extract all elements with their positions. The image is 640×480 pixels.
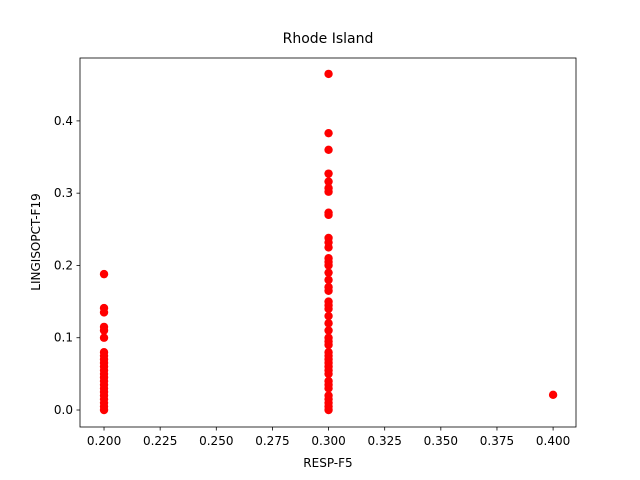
point xyxy=(99,326,109,335)
point xyxy=(324,275,333,285)
y-tick-label: 0.1 xyxy=(54,331,73,345)
point xyxy=(324,261,333,270)
x-tick-label: 0.400 xyxy=(536,434,570,448)
x-tick-label: 0.325 xyxy=(368,434,402,448)
point xyxy=(324,369,333,379)
point xyxy=(324,304,333,314)
y-axis-label: LINGISOPCT-F19 xyxy=(29,193,43,290)
point xyxy=(324,169,333,178)
point xyxy=(548,390,558,400)
y-tick-label: 0.4 xyxy=(54,114,73,128)
point xyxy=(324,311,333,321)
x-tick-label: 0.350 xyxy=(424,434,458,448)
point xyxy=(324,405,333,415)
point xyxy=(99,269,109,279)
point xyxy=(324,268,333,277)
y-tick-label: 0.2 xyxy=(54,258,73,272)
point xyxy=(324,286,333,295)
point xyxy=(324,340,333,350)
x-tick-label: 0.375 xyxy=(480,434,514,448)
plot-frame xyxy=(79,57,577,428)
point xyxy=(99,308,109,317)
chart-title: Rhode Island xyxy=(283,31,374,47)
point xyxy=(324,69,333,79)
x-tick-label: 0.250 xyxy=(199,434,233,448)
point xyxy=(324,243,333,252)
point xyxy=(324,145,333,154)
x-tick-label: 0.225 xyxy=(143,434,177,448)
x-tick-label: 0.275 xyxy=(255,434,289,448)
point xyxy=(324,128,333,138)
point xyxy=(324,319,333,328)
x-tick-label: 0.200 xyxy=(87,434,121,448)
x-tick-label: 0.300 xyxy=(311,434,345,448)
x-axis-label: RESP-F5 xyxy=(303,456,352,470)
y-tick-label: 0.3 xyxy=(54,186,73,200)
point xyxy=(324,177,333,186)
point xyxy=(324,326,333,335)
point xyxy=(99,333,109,342)
point xyxy=(99,405,109,415)
point xyxy=(324,187,333,196)
point xyxy=(324,210,333,220)
y-tick-label: 0.0 xyxy=(54,403,73,417)
point xyxy=(324,384,333,393)
